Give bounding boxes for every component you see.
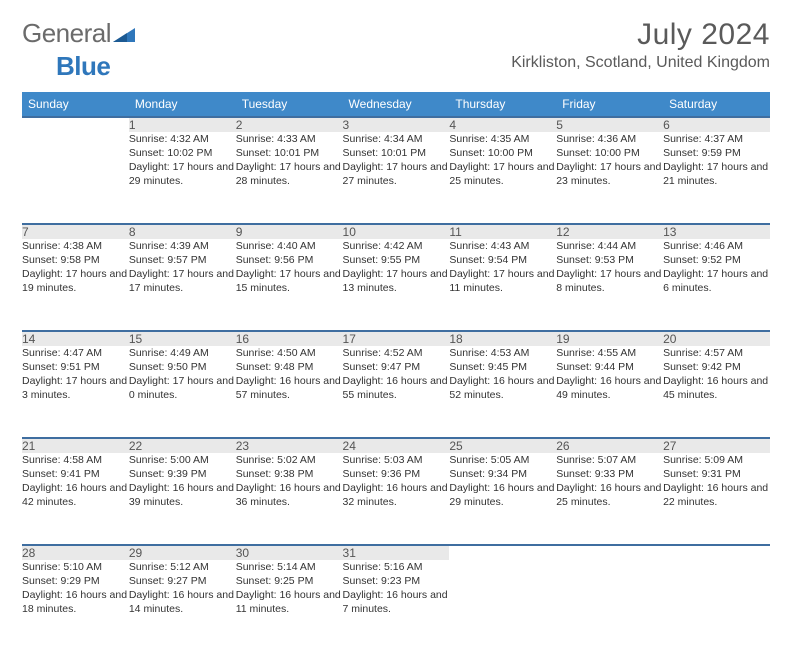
calendar-head: SundayMondayTuesdayWednesdayThursdayFrid…: [22, 92, 770, 117]
daynum-row: 28293031: [22, 545, 770, 560]
day-info-cell: Sunrise: 4:39 AMSunset: 9:57 PMDaylight:…: [129, 239, 236, 331]
day-info-cell: Sunrise: 4:50 AMSunset: 9:48 PMDaylight:…: [236, 346, 343, 438]
day-number-cell: 28: [22, 545, 129, 560]
day-number-cell: [556, 545, 663, 560]
logo-text: General Blue: [22, 18, 135, 82]
day-number-cell: 21: [22, 438, 129, 453]
logo-word-1: General: [22, 18, 111, 48]
day-info-cell: Sunrise: 4:36 AMSunset: 10:00 PMDaylight…: [556, 132, 663, 224]
day-info-cell: Sunrise: 5:16 AMSunset: 9:23 PMDaylight:…: [343, 560, 450, 652]
day-info-cell: Sunrise: 5:10 AMSunset: 9:29 PMDaylight:…: [22, 560, 129, 652]
day-info-cell: Sunrise: 4:57 AMSunset: 9:42 PMDaylight:…: [663, 346, 770, 438]
day-info-cell: [556, 560, 663, 652]
day-info-cell: Sunrise: 5:07 AMSunset: 9:33 PMDaylight:…: [556, 453, 663, 545]
info-row: Sunrise: 4:58 AMSunset: 9:41 PMDaylight:…: [22, 453, 770, 545]
day-number-cell: 19: [556, 331, 663, 346]
day-info-cell: Sunrise: 5:00 AMSunset: 9:39 PMDaylight:…: [129, 453, 236, 545]
calendar-body: 123456Sunrise: 4:32 AMSunset: 10:02 PMDa…: [22, 117, 770, 652]
day-number-cell: 6: [663, 117, 770, 132]
day-info-cell: Sunrise: 4:47 AMSunset: 9:51 PMDaylight:…: [22, 346, 129, 438]
day-info-cell: [449, 560, 556, 652]
day-number-cell: 24: [343, 438, 450, 453]
day-number-cell: [22, 117, 129, 132]
daynum-row: 123456: [22, 117, 770, 132]
weekday-header: Saturday: [663, 92, 770, 117]
day-info-cell: Sunrise: 5:03 AMSunset: 9:36 PMDaylight:…: [343, 453, 450, 545]
day-info-cell: Sunrise: 4:42 AMSunset: 9:55 PMDaylight:…: [343, 239, 450, 331]
day-info-cell: Sunrise: 4:38 AMSunset: 9:58 PMDaylight:…: [22, 239, 129, 331]
day-number-cell: 31: [343, 545, 450, 560]
day-number-cell: 2: [236, 117, 343, 132]
day-info-cell: Sunrise: 4:46 AMSunset: 9:52 PMDaylight:…: [663, 239, 770, 331]
weekday-header: Sunday: [22, 92, 129, 117]
info-row: Sunrise: 4:47 AMSunset: 9:51 PMDaylight:…: [22, 346, 770, 438]
calendar-table: SundayMondayTuesdayWednesdayThursdayFrid…: [22, 92, 770, 652]
day-number-cell: 12: [556, 224, 663, 239]
info-row: Sunrise: 5:10 AMSunset: 9:29 PMDaylight:…: [22, 560, 770, 652]
logo-word-2: Blue: [56, 51, 110, 81]
day-number-cell: 3: [343, 117, 450, 132]
day-number-cell: 8: [129, 224, 236, 239]
day-info-cell: Sunrise: 4:33 AMSunset: 10:01 PMDaylight…: [236, 132, 343, 224]
day-info-cell: Sunrise: 4:53 AMSunset: 9:45 PMDaylight:…: [449, 346, 556, 438]
day-info-cell: Sunrise: 4:34 AMSunset: 10:01 PMDaylight…: [343, 132, 450, 224]
day-number-cell: 1: [129, 117, 236, 132]
day-info-cell: Sunrise: 4:35 AMSunset: 10:00 PMDaylight…: [449, 132, 556, 224]
day-number-cell: 29: [129, 545, 236, 560]
weekday-header: Monday: [129, 92, 236, 117]
day-number-cell: [449, 545, 556, 560]
day-info-cell: [22, 132, 129, 224]
day-number-cell: 27: [663, 438, 770, 453]
day-number-cell: 26: [556, 438, 663, 453]
day-number-cell: 30: [236, 545, 343, 560]
day-number-cell: 13: [663, 224, 770, 239]
info-row: Sunrise: 4:32 AMSunset: 10:02 PMDaylight…: [22, 132, 770, 224]
day-info-cell: [663, 560, 770, 652]
day-info-cell: Sunrise: 5:05 AMSunset: 9:34 PMDaylight:…: [449, 453, 556, 545]
daynum-row: 14151617181920: [22, 331, 770, 346]
day-number-cell: 25: [449, 438, 556, 453]
day-number-cell: 18: [449, 331, 556, 346]
day-number-cell: [663, 545, 770, 560]
logo: General Blue: [22, 18, 135, 82]
day-number-cell: 9: [236, 224, 343, 239]
day-number-cell: 10: [343, 224, 450, 239]
day-info-cell: Sunrise: 4:44 AMSunset: 9:53 PMDaylight:…: [556, 239, 663, 331]
day-info-cell: Sunrise: 4:58 AMSunset: 9:41 PMDaylight:…: [22, 453, 129, 545]
day-info-cell: Sunrise: 4:43 AMSunset: 9:54 PMDaylight:…: [449, 239, 556, 331]
day-number-cell: 11: [449, 224, 556, 239]
day-number-cell: 16: [236, 331, 343, 346]
day-info-cell: Sunrise: 4:40 AMSunset: 9:56 PMDaylight:…: [236, 239, 343, 331]
day-info-cell: Sunrise: 5:02 AMSunset: 9:38 PMDaylight:…: [236, 453, 343, 545]
day-number-cell: 14: [22, 331, 129, 346]
weekday-header: Thursday: [449, 92, 556, 117]
location: Kirkliston, Scotland, United Kingdom: [511, 54, 770, 72]
day-info-cell: Sunrise: 5:14 AMSunset: 9:25 PMDaylight:…: [236, 560, 343, 652]
day-number-cell: 4: [449, 117, 556, 132]
weekday-header: Friday: [556, 92, 663, 117]
day-number-cell: 23: [236, 438, 343, 453]
day-info-cell: Sunrise: 4:37 AMSunset: 9:59 PMDaylight:…: [663, 132, 770, 224]
triangle-icon: [113, 20, 135, 51]
month-title: July 2024: [511, 18, 770, 52]
title-block: July 2024 Kirkliston, Scotland, United K…: [511, 18, 770, 72]
header: General Blue July 2024 Kirkliston, Scotl…: [22, 18, 770, 82]
weekday-header: Wednesday: [343, 92, 450, 117]
day-number-cell: 17: [343, 331, 450, 346]
day-info-cell: Sunrise: 4:52 AMSunset: 9:47 PMDaylight:…: [343, 346, 450, 438]
day-number-cell: 7: [22, 224, 129, 239]
day-info-cell: Sunrise: 5:09 AMSunset: 9:31 PMDaylight:…: [663, 453, 770, 545]
weekday-header: Tuesday: [236, 92, 343, 117]
day-info-cell: Sunrise: 4:55 AMSunset: 9:44 PMDaylight:…: [556, 346, 663, 438]
day-number-cell: 20: [663, 331, 770, 346]
daynum-row: 21222324252627: [22, 438, 770, 453]
day-number-cell: 5: [556, 117, 663, 132]
day-number-cell: 22: [129, 438, 236, 453]
daynum-row: 78910111213: [22, 224, 770, 239]
info-row: Sunrise: 4:38 AMSunset: 9:58 PMDaylight:…: [22, 239, 770, 331]
day-info-cell: Sunrise: 5:12 AMSunset: 9:27 PMDaylight:…: [129, 560, 236, 652]
day-info-cell: Sunrise: 4:32 AMSunset: 10:02 PMDaylight…: [129, 132, 236, 224]
day-number-cell: 15: [129, 331, 236, 346]
day-info-cell: Sunrise: 4:49 AMSunset: 9:50 PMDaylight:…: [129, 346, 236, 438]
